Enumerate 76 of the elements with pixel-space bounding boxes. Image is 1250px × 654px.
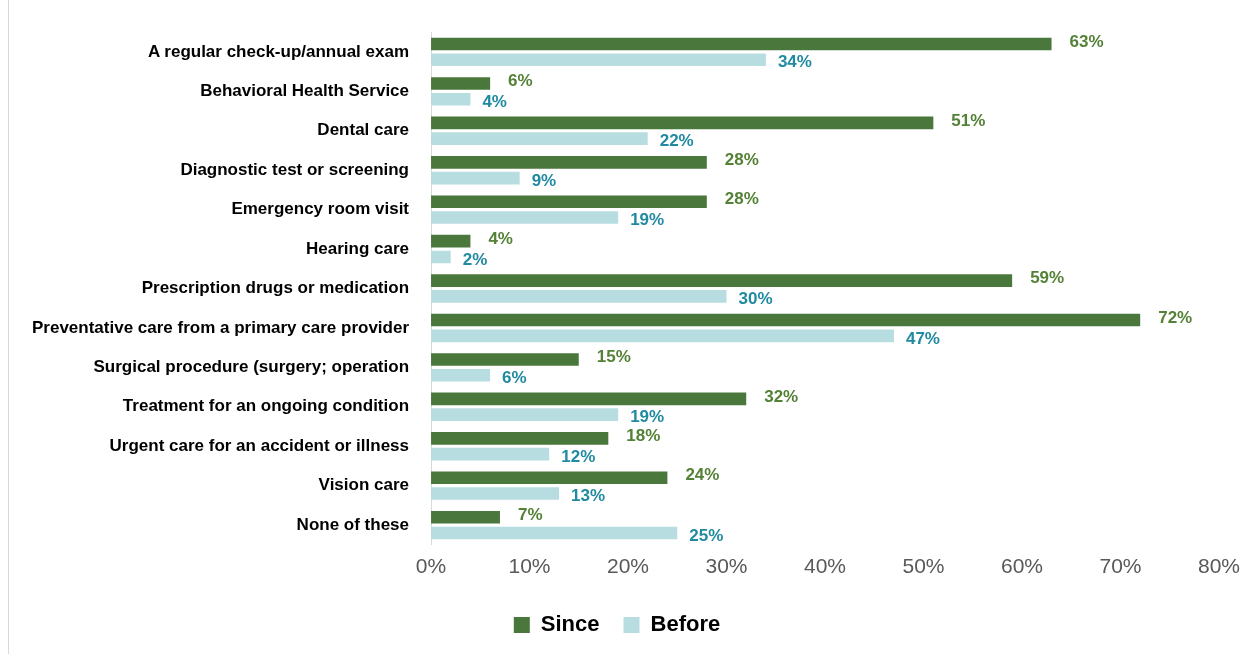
data-label: 28% — [724, 150, 759, 170]
data-label: 28% — [724, 189, 759, 209]
data-label: 34% — [777, 52, 812, 72]
bar — [431, 92, 471, 106]
bar — [431, 53, 766, 67]
bar — [431, 471, 668, 485]
bar — [431, 37, 1052, 51]
x-tick-label: 0% — [415, 554, 447, 578]
data-label: 4% — [488, 228, 513, 248]
x-tick-label: 30% — [705, 554, 748, 578]
bar — [431, 274, 1013, 287]
bar — [431, 432, 609, 445]
bar — [431, 116, 934, 130]
bar — [431, 234, 471, 248]
bar — [431, 392, 747, 406]
y-tick-label: Prescription drugs or medication — [141, 278, 410, 298]
data-label: 6% — [508, 71, 533, 91]
data-label: 4% — [482, 91, 507, 111]
data-label: 32% — [764, 386, 799, 406]
data-label: 6% — [502, 367, 527, 387]
data-label: 15% — [596, 347, 631, 367]
legend-label: Since — [540, 611, 600, 637]
legend-label: Before — [650, 611, 721, 637]
data-label: 47% — [905, 328, 940, 348]
data-label: 13% — [571, 486, 606, 506]
data-label: 9% — [531, 170, 557, 190]
data-label: 22% — [659, 131, 694, 151]
bar — [431, 250, 451, 264]
x-tick-label: 70% — [1099, 554, 1142, 578]
data-label: 19% — [630, 210, 665, 230]
bar — [431, 447, 550, 461]
y-tick-label: Behavioral Health Service — [200, 81, 410, 101]
bar — [431, 132, 648, 145]
x-tick-label: 10% — [508, 554, 551, 578]
y-tick-label: Preventative care from a primary care provider — [31, 317, 410, 337]
x-tick-label: 20% — [607, 554, 650, 578]
bar — [431, 353, 579, 366]
data-label: 63% — [1069, 31, 1104, 51]
x-tick-label: 40% — [803, 554, 847, 578]
bar — [431, 313, 1141, 327]
y-tick-label: Dental care — [317, 120, 410, 140]
data-label: 24% — [685, 465, 720, 485]
y-tick-label: Diagnostic test or screening — [180, 159, 410, 179]
data-label: 59% — [1030, 268, 1065, 288]
bar — [431, 526, 678, 540]
bar — [431, 329, 894, 343]
data-label: 18% — [626, 426, 661, 446]
bar — [431, 171, 520, 185]
x-tick-label: 50% — [902, 554, 945, 578]
data-label: 25% — [689, 525, 724, 545]
x-tick-label: 60% — [1000, 554, 1044, 578]
y-tick-label: Surgical procedure (surgery; operation — [93, 357, 410, 377]
bar — [431, 368, 491, 382]
bar — [431, 156, 707, 169]
y-tick-label: None of these — [296, 514, 410, 534]
data-label: 7% — [517, 504, 543, 524]
y-tick-label: A regular check-up/annual exam — [147, 41, 410, 61]
data-label: 2% — [462, 249, 488, 269]
data-label: 51% — [951, 110, 986, 130]
bar — [431, 77, 491, 90]
y-tick-label: Urgent care for an accident or illness — [109, 435, 410, 455]
data-label: 72% — [1158, 307, 1193, 327]
bar — [431, 195, 707, 209]
data-label: 12% — [561, 446, 596, 466]
data-label: 30% — [738, 289, 773, 309]
bar — [431, 408, 619, 421]
y-tick-label: Treatment for an ongoing condition — [122, 396, 410, 416]
y-tick-label: Emergency room visit — [231, 199, 410, 219]
bar — [431, 510, 500, 524]
data-label: 19% — [630, 407, 665, 427]
bar — [431, 290, 727, 303]
bar — [431, 487, 560, 500]
y-tick-label: Vision care — [318, 475, 410, 495]
y-tick-label: Hearing care — [306, 238, 410, 258]
bar — [431, 211, 619, 224]
x-tick-label: 80% — [1197, 554, 1240, 578]
